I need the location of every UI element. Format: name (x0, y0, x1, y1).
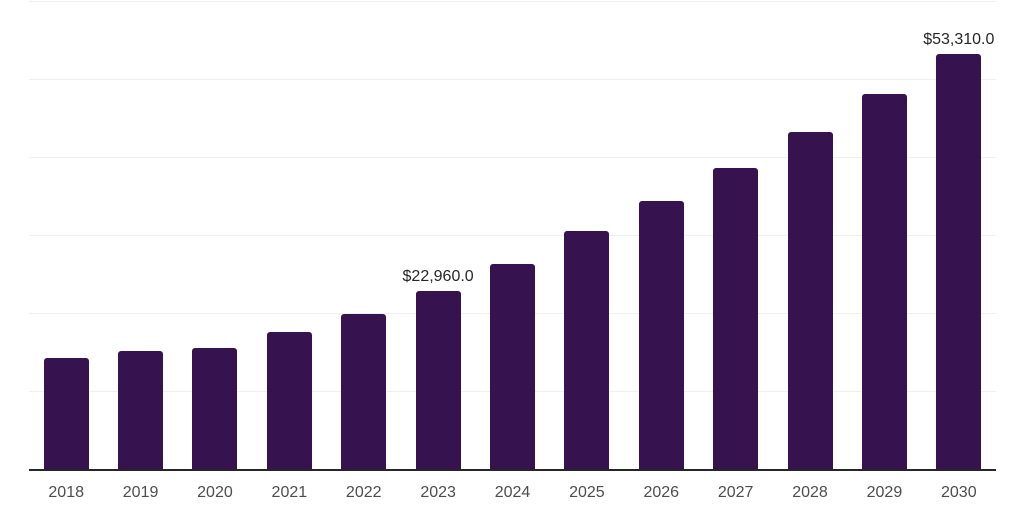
bar-2025 (564, 230, 610, 470)
x-tick-label-2029: 2029 (866, 484, 903, 501)
data-label-2023: $22,960.0 (402, 267, 474, 285)
x-tick-label-2030: 2030 (941, 484, 977, 501)
x-tick-label-2023: 2023 (420, 484, 456, 501)
x-tick-label-2019: 2019 (122, 484, 159, 501)
x-tick-label-2021: 2021 (271, 484, 308, 501)
x-tick-label-2027: 2027 (717, 484, 754, 501)
bar-2030 (936, 54, 982, 470)
bar-2023 (415, 290, 461, 470)
bar-2027 (713, 168, 759, 470)
gridline (29, 235, 996, 236)
data-label-2030: $53,310.0 (923, 31, 995, 49)
bar-2028 (787, 132, 833, 470)
gridline (29, 1, 996, 2)
bar-2020 (192, 347, 238, 470)
x-axis-line (29, 469, 996, 471)
bar-2024 (490, 263, 535, 470)
bar-2019 (118, 350, 164, 470)
x-tick-label-2028: 2028 (792, 484, 828, 501)
bar-2022 (341, 314, 387, 470)
x-tick-label-2020: 2020 (197, 484, 233, 501)
bar-2026 (638, 200, 684, 470)
x-axis-tick-labels: 2018 2019 2020 2021 2022 2023 2024 2025 2026 2027… (0, 485, 1024, 505)
plot-area: $22,960.0 $53,310.0 (29, 1, 996, 471)
bar-2018 (43, 357, 89, 470)
x-tick-label-2025: 2025 (569, 484, 605, 501)
x-tick-label-2026: 2026 (643, 484, 680, 501)
gridline (29, 79, 996, 80)
bar-2021 (266, 331, 312, 470)
bar-2029 (861, 94, 907, 470)
gridline (29, 157, 996, 158)
x-tick-label-2022: 2022 (345, 484, 382, 501)
x-tick-label-2024: 2024 (494, 484, 531, 501)
x-tick-label-2018: 2018 (48, 484, 84, 501)
